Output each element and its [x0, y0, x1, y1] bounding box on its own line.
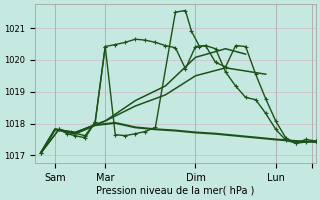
X-axis label: Pression niveau de la mer( hPa ): Pression niveau de la mer( hPa ) — [96, 186, 255, 196]
